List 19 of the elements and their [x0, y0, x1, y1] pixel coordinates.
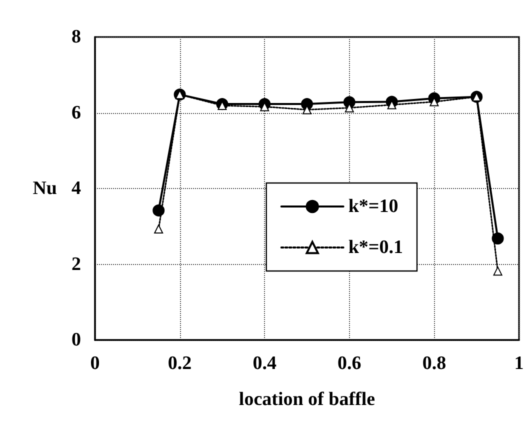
x-axis-title: location of baffle	[238, 389, 376, 410]
point	[152, 204, 165, 216]
y-tick-label: 2	[72, 254, 81, 275]
y-tick-label: 6	[72, 102, 81, 124]
x-tick-label: 1	[514, 353, 524, 374]
x-tick-label: 0.2	[168, 353, 192, 374]
y-axis-title: Nu	[32, 178, 58, 199]
legend-label: k*=0.1	[348, 237, 404, 258]
point	[154, 224, 164, 234]
legend-label: k*=10	[348, 196, 398, 217]
x-tick-label: 0.6	[338, 353, 362, 374]
x-tick-label: 0.4	[252, 353, 277, 374]
y-tick-label: 4	[72, 178, 82, 199]
y-tick-label: 0	[72, 330, 81, 350]
x-tick-label: 0	[90, 353, 100, 374]
point	[492, 232, 504, 244]
point	[493, 266, 502, 276]
x-tick-label: 0.8	[422, 353, 446, 374]
y-tick-label: 8	[72, 26, 81, 48]
